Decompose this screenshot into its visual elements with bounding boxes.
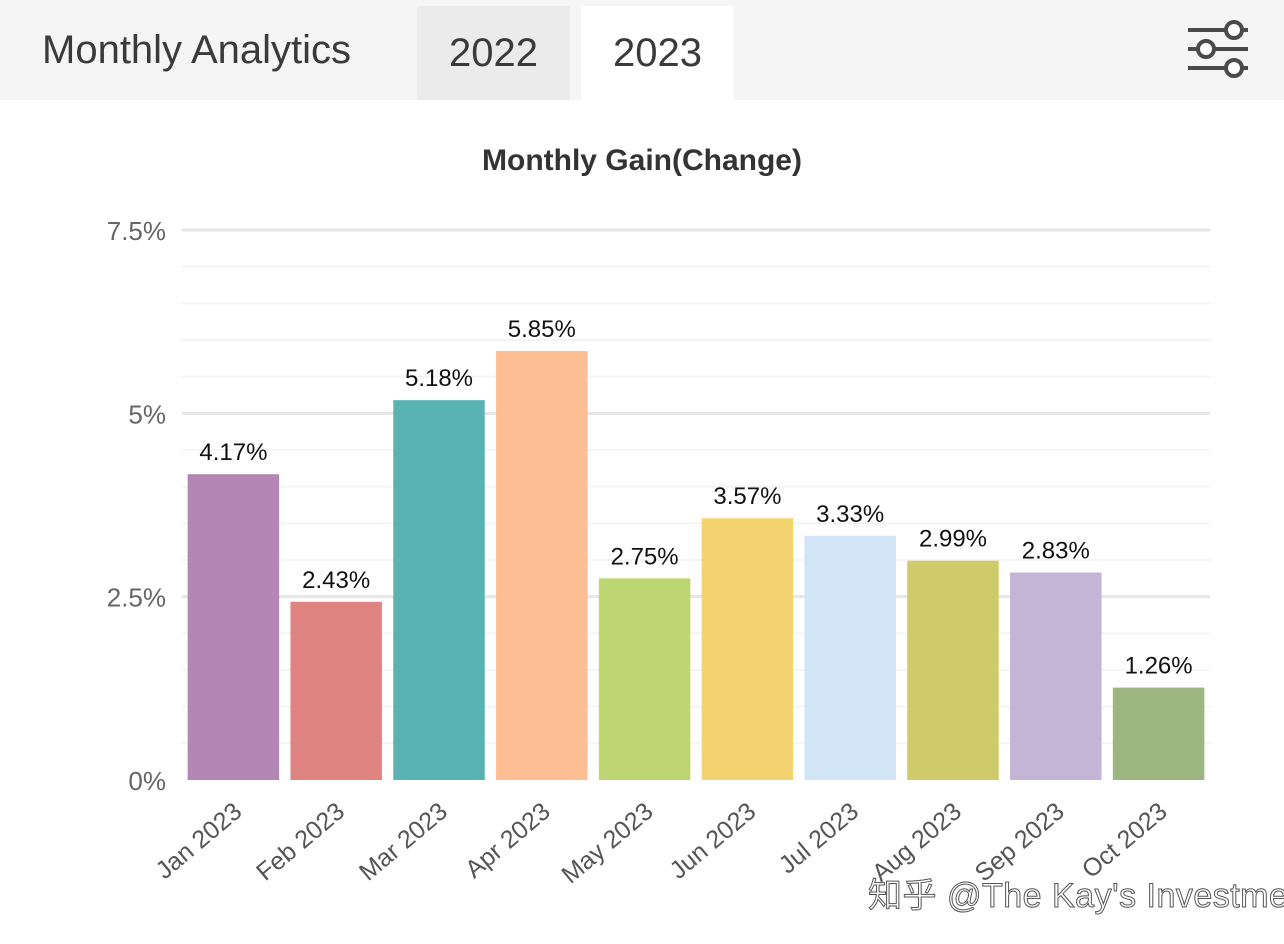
bar-feb-2023[interactable] xyxy=(290,601,382,780)
data-label: 2.43% xyxy=(302,567,370,594)
y-tick-label: 2.5% xyxy=(107,583,166,613)
x-tick-label: Mar 2023 xyxy=(354,797,453,886)
data-label: 2.75% xyxy=(611,543,679,570)
bar-may-2023[interactable] xyxy=(598,578,691,780)
x-tick-label: Jul 2023 xyxy=(774,797,864,879)
y-tick-label: 0% xyxy=(128,766,166,796)
x-tick-label: May 2023 xyxy=(556,797,658,889)
bar-chart: Monthly Gain(Change) 0% 2.5% 5% 7.5% 4.17% 2… xyxy=(107,144,1210,889)
bar-jun-2023[interactable] xyxy=(701,518,794,780)
data-label: 2.99% xyxy=(919,526,987,553)
tab-2023[interactable]: 2023 xyxy=(581,6,734,100)
data-label: 1.26% xyxy=(1125,653,1193,680)
watermark-text: 知乎 @The Kay's Investment xyxy=(868,877,1284,916)
sliders-icon xyxy=(1188,20,1248,78)
bar-oct-2023[interactable] xyxy=(1112,687,1205,780)
bar-jan-2023[interactable] xyxy=(187,474,280,780)
header-bar: Monthly Analytics 2022 2023 xyxy=(0,0,1284,100)
data-label: 3.33% xyxy=(816,501,884,528)
chart-title: Monthly Gain(Change) xyxy=(482,144,802,177)
bar-apr-2023[interactable] xyxy=(496,351,588,780)
data-label: 3.57% xyxy=(713,483,781,510)
tab-2022[interactable]: 2022 xyxy=(417,6,570,100)
x-tick-label: Jun 2023 xyxy=(664,797,761,885)
bar-jul-2023[interactable] xyxy=(804,535,896,780)
x-tick-label: Apr 2023 xyxy=(460,797,556,884)
data-label: 5.85% xyxy=(508,316,576,343)
bar-mar-2023[interactable] xyxy=(393,400,485,780)
x-tick-label: Feb 2023 xyxy=(251,797,350,886)
filter-button[interactable] xyxy=(1180,18,1256,82)
data-label: 2.83% xyxy=(1022,537,1090,564)
data-label: 5.18% xyxy=(405,365,473,392)
x-tick-label: Jan 2023 xyxy=(150,797,247,885)
data-label: 4.17% xyxy=(199,439,267,466)
bar-sep-2023[interactable] xyxy=(1010,572,1102,780)
y-tick-label: 5% xyxy=(128,399,166,429)
y-tick-label: 7.5% xyxy=(107,216,166,246)
app-title: Monthly Analytics xyxy=(42,28,352,72)
bar-aug-2023[interactable] xyxy=(907,560,999,780)
